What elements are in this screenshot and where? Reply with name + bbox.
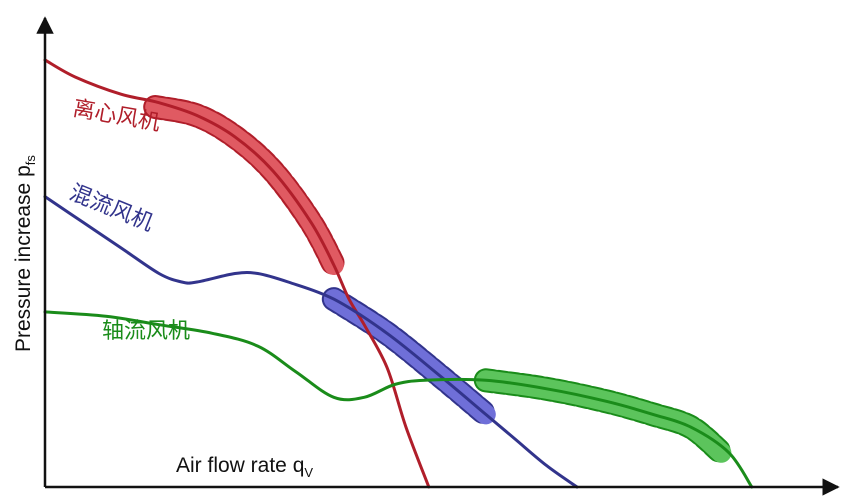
label-mixed-flow-fan: 混流风机 xyxy=(66,179,157,235)
curve-mixed-flow xyxy=(43,195,579,489)
curve-centrifugal xyxy=(43,58,431,489)
y-axis-label: Pressure increase pfs xyxy=(12,155,38,352)
label-axial-fan: 轴流风机 xyxy=(102,318,190,343)
operating-ranges xyxy=(143,95,734,465)
band-fill-axial xyxy=(475,370,732,463)
fan-curves xyxy=(43,58,754,489)
curve-axial xyxy=(43,310,754,489)
x-axis-label: Air flow rate qV xyxy=(176,454,313,480)
band-fill-mixed-flow xyxy=(323,289,496,425)
band-outline-centrifugal xyxy=(143,95,346,277)
